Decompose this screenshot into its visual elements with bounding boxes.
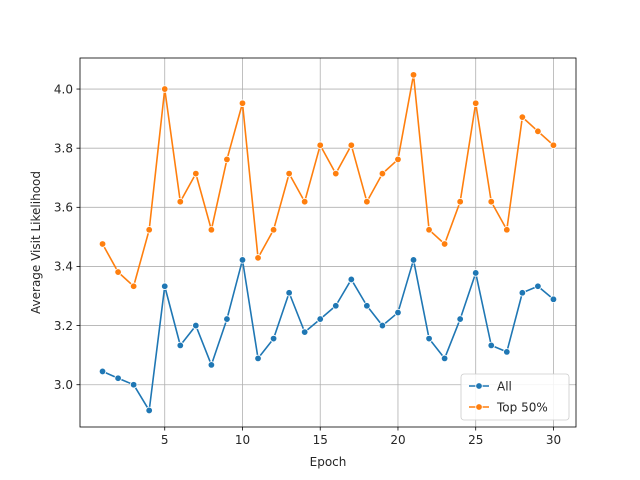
x-tick-label: 20 xyxy=(390,433,405,447)
data-point xyxy=(176,341,184,350)
data-point xyxy=(207,361,216,369)
data-point xyxy=(440,354,449,363)
data-point xyxy=(347,275,356,284)
data-point xyxy=(363,197,371,206)
data-point xyxy=(534,127,542,136)
data-point xyxy=(332,169,340,178)
legend-marker xyxy=(475,382,483,390)
data-point xyxy=(114,374,122,382)
data-point xyxy=(534,282,542,290)
series-layer xyxy=(98,71,558,415)
data-point xyxy=(192,169,200,178)
y-tick-label: 3.4 xyxy=(54,260,73,274)
data-point xyxy=(425,334,433,343)
y-tick-label: 3.8 xyxy=(54,141,73,155)
data-point xyxy=(394,155,402,164)
data-point xyxy=(316,315,324,323)
data-point xyxy=(98,240,107,248)
data-point xyxy=(238,256,247,264)
x-tick-label: 15 xyxy=(313,433,328,447)
series-line xyxy=(102,259,554,412)
data-point xyxy=(285,289,293,297)
data-point xyxy=(549,295,558,303)
plot-frame xyxy=(79,57,577,428)
data-point xyxy=(487,341,495,350)
data-point xyxy=(472,99,480,107)
data-point xyxy=(238,99,247,107)
data-point xyxy=(223,315,231,323)
x-tick-label: 30 xyxy=(546,433,561,447)
data-point xyxy=(254,254,262,262)
legend-label: Top 50% xyxy=(496,400,548,414)
data-point xyxy=(456,315,464,323)
data-point xyxy=(114,268,122,276)
data-point xyxy=(300,328,309,336)
data-point xyxy=(192,321,200,330)
data-point xyxy=(161,85,169,93)
y-axis-label: Average Visit Likelihood xyxy=(29,171,43,314)
data-point xyxy=(378,321,387,330)
data-point xyxy=(409,71,418,79)
y-axis-ticks: 3.0 3.2 3.4 3.6 3.8 4.0 xyxy=(54,82,80,392)
data-point xyxy=(98,367,107,376)
data-point xyxy=(440,240,449,248)
data-point xyxy=(363,302,371,310)
data-point xyxy=(285,169,293,178)
data-point xyxy=(145,226,153,234)
legend-label: All xyxy=(497,379,512,393)
data-point xyxy=(332,302,340,310)
data-point xyxy=(503,226,511,234)
data-point xyxy=(269,226,278,234)
data-point xyxy=(129,381,138,389)
legend-marker xyxy=(475,403,483,411)
data-point xyxy=(503,348,511,356)
data-point xyxy=(269,334,278,343)
x-tick-label: 10 xyxy=(235,433,250,447)
data-point xyxy=(316,141,324,149)
data-point xyxy=(347,141,356,149)
x-axis-label: Epoch xyxy=(310,455,347,469)
series-line xyxy=(101,74,554,288)
x-tick-label: 5 xyxy=(161,433,169,447)
data-point xyxy=(518,289,527,297)
y-tick-label: 3.2 xyxy=(54,319,73,333)
data-point xyxy=(176,197,184,206)
data-point xyxy=(456,197,464,206)
data-point xyxy=(472,269,480,277)
y-tick-label: 3.6 xyxy=(54,201,73,215)
data-point xyxy=(549,141,558,149)
data-point xyxy=(161,282,169,290)
data-point xyxy=(223,155,231,164)
data-point xyxy=(394,308,402,317)
data-point xyxy=(129,282,138,290)
data-point xyxy=(254,354,262,363)
y-tick-label: 3.0 xyxy=(54,378,73,392)
data-point xyxy=(425,226,433,234)
legend: All Top 50% xyxy=(460,373,570,421)
data-point xyxy=(487,197,495,206)
data-point xyxy=(409,256,418,264)
data-point xyxy=(378,169,387,178)
x-axis-ticks: 5 10 15 20 25 30 xyxy=(161,427,561,447)
data-point xyxy=(145,406,153,415)
data-point xyxy=(300,197,309,206)
y-tick-label: 4.0 xyxy=(54,82,73,96)
data-point xyxy=(518,113,527,121)
data-point xyxy=(207,226,216,234)
x-tick-label: 25 xyxy=(468,433,483,447)
